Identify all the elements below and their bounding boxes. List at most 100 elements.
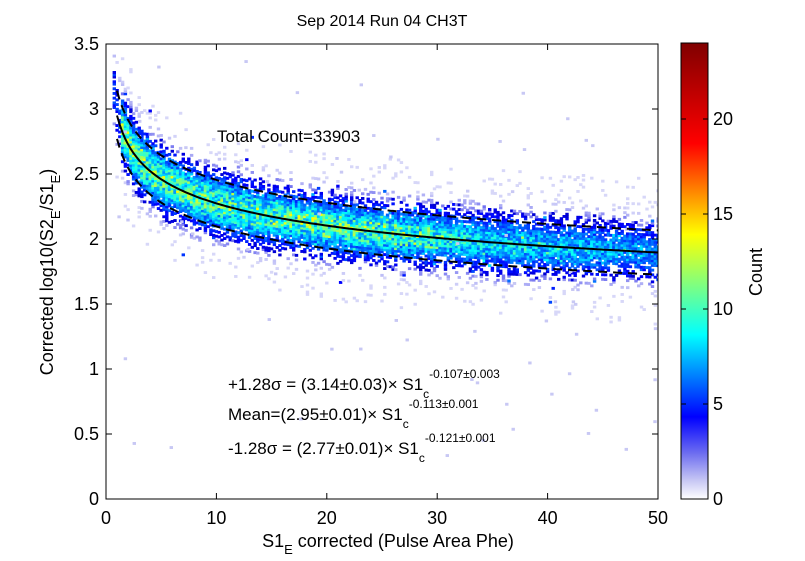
heatmap-cell [281,202,285,206]
heatmap-cell [250,164,254,167]
heatmap-cell [214,211,219,215]
heatmap-outlier [359,347,363,351]
heatmap-cell [474,260,478,264]
heatmap-cell [137,175,141,179]
heatmap-cell [490,233,495,237]
heatmap-cell [656,257,658,261]
heatmap-cell [256,233,260,236]
heatmap-cell [446,235,450,239]
heatmap-cell [239,199,243,202]
heatmap-cell [493,210,497,214]
heatmap-cell [479,275,484,279]
heatmap-cell [303,231,307,235]
heatmap-cell [468,244,473,247]
heatmap-cell [198,194,202,198]
x-tick-label: 0 [101,508,111,528]
heatmap-cell [126,147,130,151]
heatmap-cell [322,225,326,228]
heatmap-cell [123,92,128,96]
heatmap-cell [170,194,174,198]
heatmap-cell [421,233,426,237]
heatmap-cell [532,234,536,238]
heatmap-cell [650,231,655,235]
heatmap-cell [427,254,431,258]
heatmap-cell [430,262,434,265]
heatmap-cell [203,193,208,197]
heatmap-cell [584,220,588,224]
heatmap-cell [443,216,448,220]
heatmap-cell [454,221,459,225]
heatmap-cell [189,214,194,218]
heatmap-cell [366,239,370,243]
heatmap-cell [482,263,486,267]
heatmap-cell [350,223,354,227]
heatmap-cell [289,201,293,205]
heatmap-outlier [510,190,515,194]
heatmap-cell [220,187,224,191]
heatmap-cell [151,142,155,146]
heatmap-cell [156,165,161,168]
heatmap-cell [639,282,644,286]
heatmap-cell [648,226,652,230]
heatmap-cell [416,216,420,220]
heatmap-cell [314,240,318,244]
heatmap-cell [330,212,335,215]
heatmap-cell [173,198,177,201]
heatmap-cell [576,288,580,292]
heatmap-cell [504,248,508,252]
heatmap-cell [523,250,528,253]
heatmap-cell [366,213,370,217]
heatmap-cell [198,238,202,242]
heatmap-cell [192,206,197,210]
heatmap-cell [612,250,616,254]
heatmap-cell [316,219,321,223]
heatmap-cell [501,253,506,257]
heatmap-cell [151,151,155,155]
heatmap-cell [499,229,503,233]
heatmap-cell [617,250,622,254]
heatmap-cell [645,275,649,279]
heatmap-cell [416,214,420,217]
heatmap-cell [137,140,141,144]
heatmap-cell [297,193,301,197]
heatmap-cell [405,245,409,249]
heatmap-cell [581,239,586,243]
heatmap-cell [407,227,412,231]
heatmap-cell [234,225,238,229]
heatmap-cell [573,234,577,238]
heatmap-cell [460,227,464,230]
heatmap-cell [151,177,155,181]
heatmap-cell [446,244,450,248]
heatmap-cell [551,202,555,206]
heatmap-cell [413,211,417,215]
heatmap-cell [427,217,431,221]
heatmap-cell [286,215,290,218]
heatmap-cell [493,280,497,284]
heatmap-cell [214,234,219,238]
heatmap-cell [231,178,235,182]
heatmap-cell [200,249,205,252]
heatmap-cell [380,273,384,277]
heatmap-cell [570,241,575,245]
heatmap-cell [537,218,542,222]
heatmap-cell [568,227,572,230]
heatmap-cell [286,198,290,202]
heatmap-cells [112,54,658,457]
heatmap-cell [518,249,522,253]
heatmap-cell [391,176,395,180]
heatmap-cell [507,235,511,238]
heatmap-cell [272,189,277,193]
heatmap-cell [355,224,359,228]
heatmap-cell [292,227,296,231]
heatmap-cell [554,263,558,267]
heatmap-cell [165,172,169,176]
heatmap-cell [203,229,208,232]
heatmap-cell [628,232,633,236]
heatmap-cell [333,252,337,256]
heatmap-cell [123,143,128,147]
heatmap-cell [209,195,213,199]
heatmap-cell [269,219,274,223]
heatmap-cell [173,174,177,178]
heatmap-cell [200,260,205,264]
heatmap-cell [441,223,445,227]
